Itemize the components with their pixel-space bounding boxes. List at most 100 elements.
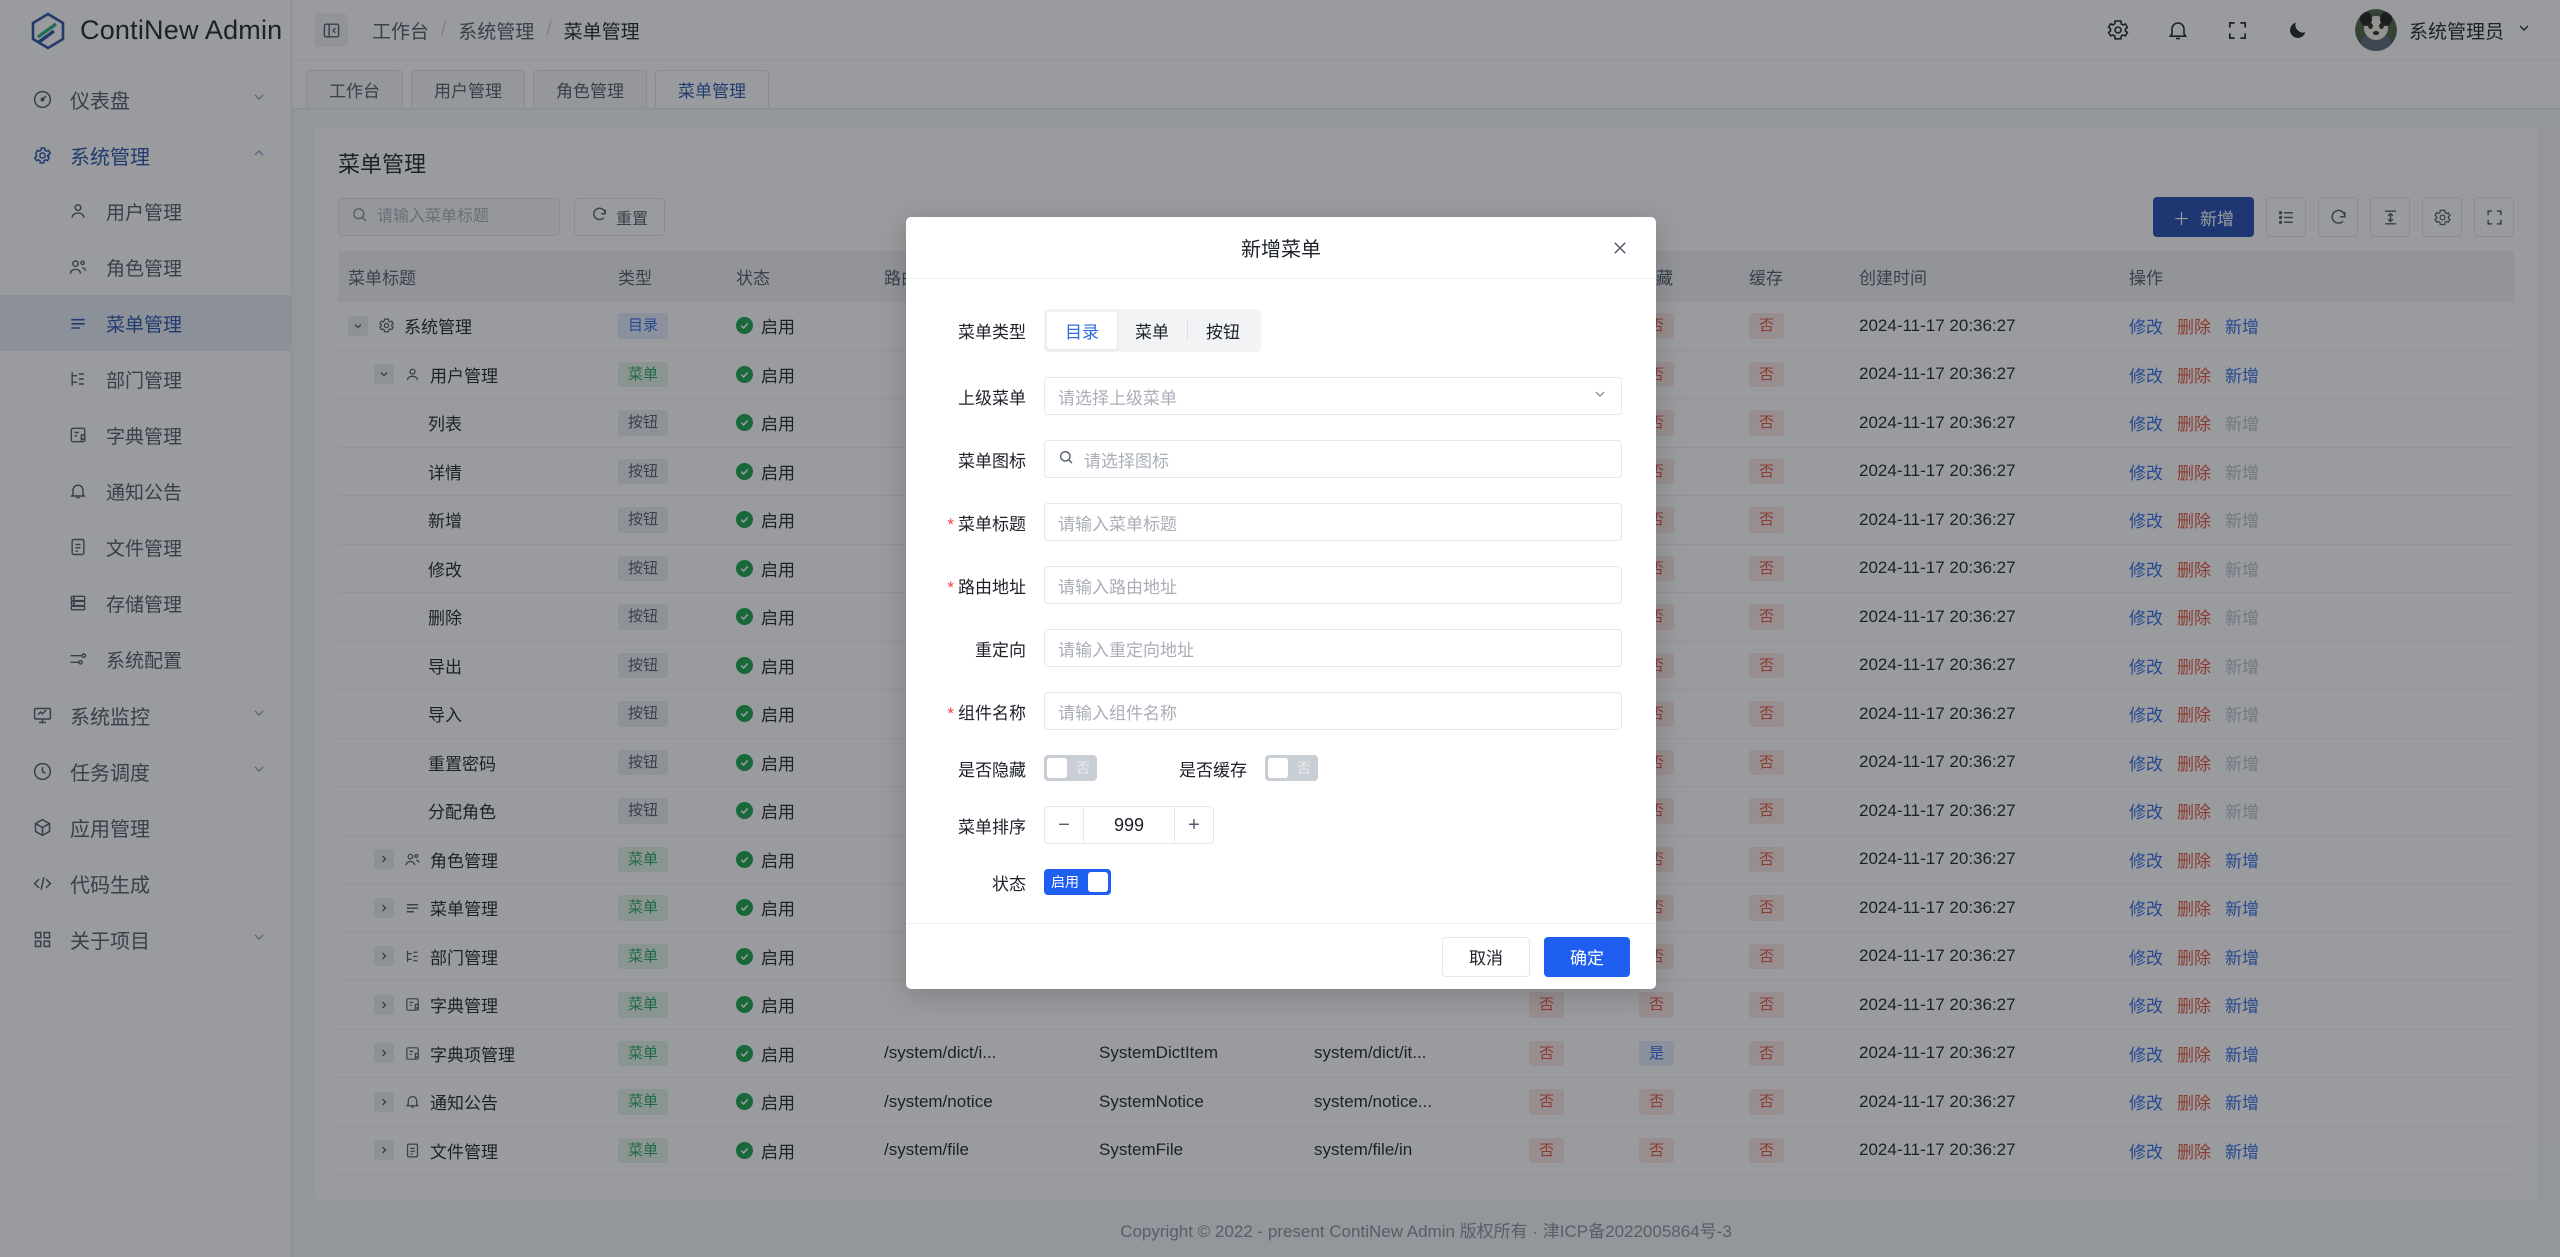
- search-box[interactable]: [338, 198, 560, 236]
- op-delete[interactable]: 删除: [2177, 1045, 2211, 1065]
- tab-menu-mgmt[interactable]: 菜单管理: [655, 70, 769, 108]
- tree-expand-icon[interactable]: [374, 897, 394, 918]
- op-delete[interactable]: 删除: [2177, 463, 2211, 483]
- sidebar-item-file-mgmt[interactable]: 文件管理: [0, 519, 291, 575]
- sidebar-item-storage-mgmt[interactable]: 存储管理: [0, 575, 291, 631]
- cancel-button[interactable]: 取消: [1442, 936, 1530, 977]
- sidebar-item-dashboard[interactable]: 仪表盘: [0, 71, 291, 127]
- op-delete[interactable]: 删除: [2177, 754, 2211, 774]
- op-add[interactable]: 新增: [2225, 900, 2259, 920]
- op-delete[interactable]: 删除: [2177, 512, 2211, 532]
- dark-mode-icon[interactable]: [2285, 17, 2311, 43]
- sidebar-item-code-gen[interactable]: 代码生成: [0, 855, 291, 911]
- bell-icon[interactable]: [2165, 17, 2191, 43]
- sidebar-item-notice[interactable]: 通知公告: [0, 463, 291, 519]
- row-height-icon[interactable]: [2370, 197, 2410, 237]
- sidebar-item-role-mgmt[interactable]: 角色管理: [0, 239, 291, 295]
- op-delete[interactable]: 删除: [2177, 318, 2211, 338]
- tree-collapse-icon[interactable]: [374, 364, 394, 385]
- increment-button[interactable]: +: [1188, 813, 1200, 836]
- table-row[interactable]: 字典项管理 菜单 启用/system/dict/i... SystemDictItem…: [338, 1029, 2514, 1078]
- radio-button[interactable]: 按钮: [1206, 323, 1240, 342]
- tree-expand-icon[interactable]: [374, 1091, 394, 1112]
- tree-expand-icon[interactable]: [374, 1043, 394, 1064]
- radio-directory[interactable]: 目录: [1047, 312, 1117, 349]
- sidebar-item-dept-mgmt[interactable]: 部门管理: [0, 351, 291, 407]
- op-delete[interactable]: 删除: [2177, 560, 2211, 580]
- tab-role-mgmt[interactable]: 角色管理: [533, 70, 647, 108]
- op-add[interactable]: 新增: [2225, 851, 2259, 871]
- menu-sort-value[interactable]: 999: [1083, 807, 1175, 843]
- op-add[interactable]: 新增: [2225, 318, 2259, 338]
- op-add[interactable]: 新增: [2225, 997, 2259, 1017]
- sidebar-item-system[interactable]: 系统管理: [0, 127, 291, 183]
- collapse-sidebar-icon[interactable]: [314, 13, 348, 47]
- op-delete[interactable]: 删除: [2177, 706, 2211, 726]
- breadcrumb-item-0[interactable]: 工作台: [372, 21, 430, 43]
- sidebar-item-menu-mgmt[interactable]: 菜单管理: [0, 295, 291, 351]
- cache-toggle[interactable]: 否: [1265, 755, 1318, 781]
- redirect-input[interactable]: 请输入重定向地址: [1044, 629, 1622, 667]
- sidebar-item-dict-mgmt[interactable]: 字典管理: [0, 407, 291, 463]
- op-add[interactable]: 新增: [2225, 1045, 2259, 1065]
- op-edit[interactable]: 修改: [2129, 560, 2163, 580]
- sidebar-item-job-scheduler[interactable]: 任务调度: [0, 743, 291, 799]
- search-input[interactable]: [377, 208, 547, 226]
- sidebar-item-app-mgmt[interactable]: 应用管理: [0, 799, 291, 855]
- breadcrumb-item-1[interactable]: 系统管理: [458, 21, 535, 43]
- op-delete[interactable]: 删除: [2177, 1094, 2211, 1114]
- table-row[interactable]: 通知公告 菜单 启用/system/notice SystemNotice system…: [338, 1077, 2514, 1127]
- op-edit[interactable]: 修改: [2129, 657, 2163, 677]
- decrement-button[interactable]: −: [1058, 813, 1070, 836]
- tree-expand-icon[interactable]: [374, 1140, 394, 1161]
- status-toggle[interactable]: 启用: [1044, 869, 1111, 895]
- op-delete[interactable]: 删除: [2177, 851, 2211, 871]
- sidebar-item-sys-monitor[interactable]: 系统监控: [0, 687, 291, 743]
- reset-button[interactable]: 重置: [574, 198, 666, 236]
- op-delete[interactable]: 删除: [2177, 1142, 2211, 1162]
- tab-user-mgmt[interactable]: 用户管理: [411, 70, 525, 108]
- radio-menu[interactable]: 菜单: [1135, 323, 1169, 342]
- column-settings-icon[interactable]: [2422, 197, 2462, 237]
- list-view-icon[interactable]: [2266, 197, 2306, 237]
- fullscreen-icon[interactable]: [2225, 17, 2251, 43]
- user-menu[interactable]: 系统管理员: [2354, 9, 2532, 51]
- op-edit[interactable]: 修改: [2129, 1045, 2163, 1065]
- op-delete[interactable]: 删除: [2177, 366, 2211, 386]
- sidebar-item-about[interactable]: 关于项目: [0, 911, 291, 967]
- op-add[interactable]: 新增: [2225, 1142, 2259, 1162]
- op-add[interactable]: 新增: [2225, 948, 2259, 968]
- hidden-toggle[interactable]: 否: [1044, 755, 1097, 781]
- gear-icon[interactable]: [2105, 17, 2131, 43]
- parent-menu-select[interactable]: 请选择上级菜单: [1044, 377, 1622, 415]
- refresh-icon[interactable]: [2318, 197, 2358, 237]
- tree-expand-icon[interactable]: [374, 849, 394, 870]
- op-edit[interactable]: 修改: [2129, 512, 2163, 532]
- close-icon[interactable]: [1608, 236, 1632, 260]
- sidebar-item-user-mgmt[interactable]: 用户管理: [0, 183, 291, 239]
- op-edit[interactable]: 修改: [2129, 948, 2163, 968]
- op-delete[interactable]: 删除: [2177, 609, 2211, 629]
- op-delete[interactable]: 删除: [2177, 997, 2211, 1017]
- tree-collapse-icon[interactable]: [348, 315, 368, 336]
- route-path-input[interactable]: 请输入路由地址: [1044, 566, 1622, 604]
- op-edit[interactable]: 修改: [2129, 1142, 2163, 1162]
- op-edit[interactable]: 修改: [2129, 851, 2163, 871]
- menu-icon-input[interactable]: 请选择图标: [1044, 440, 1622, 478]
- tree-expand-icon[interactable]: [374, 946, 394, 967]
- add-button[interactable]: ＋ 新增: [2153, 197, 2254, 237]
- tab-workbench[interactable]: 工作台: [306, 70, 403, 108]
- op-edit[interactable]: 修改: [2129, 366, 2163, 386]
- menu-title-input[interactable]: 请输入菜单标题: [1044, 503, 1622, 541]
- table-row[interactable]: 字典管理 菜单 启用否否否 2024-11-17 20:36:27 修改 删除 新增: [338, 980, 2514, 1030]
- table-row[interactable]: 文件管理 菜单 启用/system/file SystemFile system/fil…: [338, 1126, 2514, 1175]
- op-edit[interactable]: 修改: [2129, 415, 2163, 435]
- op-edit[interactable]: 修改: [2129, 318, 2163, 338]
- op-edit[interactable]: 修改: [2129, 997, 2163, 1017]
- component-name-input[interactable]: 请输入组件名称: [1044, 692, 1622, 730]
- op-delete[interactable]: 删除: [2177, 948, 2211, 968]
- op-edit[interactable]: 修改: [2129, 609, 2163, 629]
- op-edit[interactable]: 修改: [2129, 1094, 2163, 1114]
- op-edit[interactable]: 修改: [2129, 900, 2163, 920]
